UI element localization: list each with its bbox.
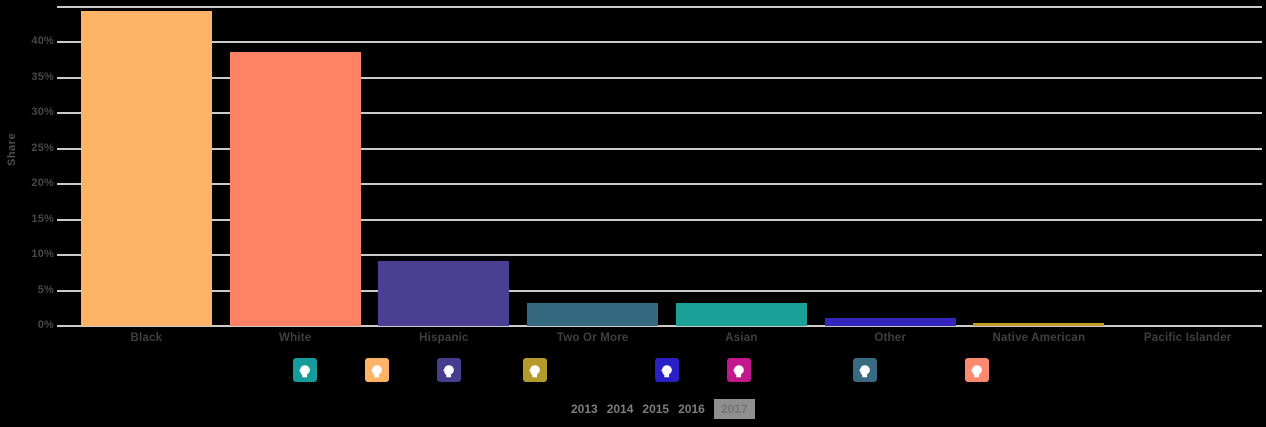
gridline-20 xyxy=(57,183,1262,186)
bar-black[interactable] xyxy=(80,11,212,326)
person-icon-steel[interactable] xyxy=(853,358,877,382)
y-tick-label: 0% xyxy=(37,319,54,331)
gridline-30 xyxy=(57,112,1262,115)
y-tick-label: 5% xyxy=(37,283,54,296)
bar-asian[interactable] xyxy=(675,302,807,326)
bar-other[interactable] xyxy=(824,318,956,326)
x-axis-label-two-or-more: Two Or More xyxy=(556,332,629,344)
y-tick-label: 25% xyxy=(31,141,54,154)
person-icon-gold[interactable] xyxy=(523,358,547,382)
bar-two-or-more[interactable] xyxy=(527,302,659,326)
y-tick-label: 10% xyxy=(31,248,54,261)
y-tick-label: 15% xyxy=(31,212,54,225)
year-option-2013[interactable]: 2013 xyxy=(571,402,598,416)
year-option-selected[interactable]: 2017 xyxy=(713,399,755,419)
x-axis-label-other: Other xyxy=(874,332,907,344)
gridline-40 xyxy=(57,41,1262,44)
bar-white[interactable] xyxy=(229,52,361,326)
y-tick-label: 35% xyxy=(31,70,54,83)
gridline-10 xyxy=(57,254,1262,257)
gridline-5 xyxy=(57,289,1262,292)
x-axis-label-asian: Asian xyxy=(725,332,758,344)
year-option-2016[interactable]: 2016 xyxy=(678,402,705,416)
y-tick-label: 30% xyxy=(31,106,54,119)
year-option-2015[interactable]: 2015 xyxy=(642,402,670,416)
bar-hispanic[interactable] xyxy=(378,260,510,326)
person-icon-salmon[interactable] xyxy=(965,358,989,382)
gridline-35 xyxy=(57,76,1262,79)
gridline-15 xyxy=(57,218,1262,221)
x-axis-label-black: Black xyxy=(130,332,163,344)
person-icon-blue[interactable] xyxy=(655,358,679,382)
person-icon-orange[interactable] xyxy=(365,358,389,382)
person-icon-indigo[interactable] xyxy=(437,358,461,382)
x-axis-label-white: White xyxy=(279,332,312,344)
person-icon-teal[interactable] xyxy=(293,358,317,382)
x-axis-label-pacific-islander: Pacific Islander xyxy=(1143,332,1232,344)
gridline-25 xyxy=(57,147,1262,150)
year-selector: 2013 2014 2015 2016 2017 xyxy=(571,399,755,419)
year-option-2014[interactable]: 2014 xyxy=(606,402,634,416)
bar-native-american[interactable] xyxy=(973,322,1105,326)
x-axis-label-native-american: Native American xyxy=(992,332,1086,344)
gridline-45 xyxy=(57,6,1262,8)
gridline-0 xyxy=(57,325,1262,327)
y-tick-label: 20% xyxy=(31,177,54,190)
x-axis-label-hispanic: Hispanic xyxy=(419,332,469,344)
y-tick-label: 40% xyxy=(31,35,54,48)
person-icon-magenta[interactable] xyxy=(727,358,751,382)
